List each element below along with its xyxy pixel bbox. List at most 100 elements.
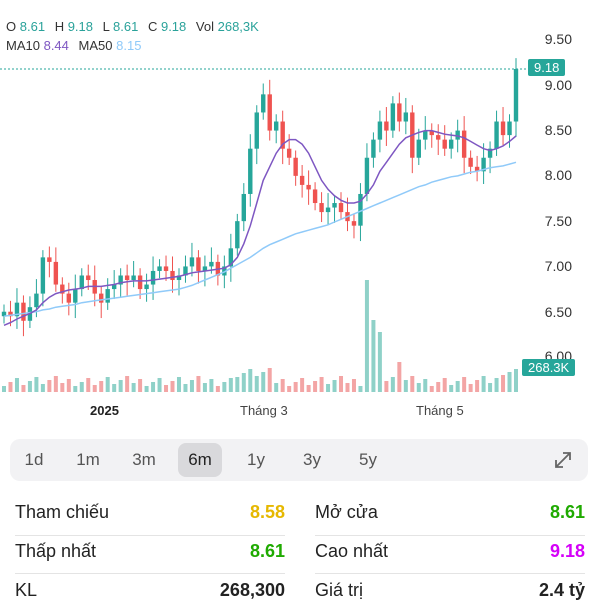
candle-body [474,166,480,172]
candle-body [66,293,72,303]
candle-body [254,112,259,149]
candle-body [423,130,428,140]
candle-body [358,193,363,226]
volume-bar [86,378,91,392]
volume-bar [99,381,104,392]
volume-bar [53,376,58,392]
volume-bar [351,379,356,392]
candle-body [118,275,123,285]
volume-bar [14,378,19,392]
volume-bar [60,383,65,392]
range-1m-button[interactable]: 1m [76,450,100,469]
volume-bar [436,382,441,392]
range-3m-button[interactable]: 3m [132,450,156,469]
volume-bar [164,385,169,392]
candle-body [351,221,357,226]
y-tick-label: 7.50 [544,213,572,229]
volume-bar [280,379,285,392]
y-tick-label: 8.00 [544,167,572,183]
volume-bar [157,378,162,392]
candle-body [338,203,344,213]
candle-body [189,257,195,267]
volume-bar [125,376,130,392]
volume-bar [410,376,415,392]
volume-bar [274,383,279,392]
candle-body [241,193,246,222]
ohlc-readout: O 8.61 H 9.18 L 8.61 C 9.18 Vol 268,3K [6,19,259,34]
divider [315,573,585,574]
volume-bar [287,386,292,392]
volume-bar [189,380,194,392]
volume-bar [40,384,45,392]
volume-bar [514,369,518,392]
volume-bar [2,386,6,392]
ma10-line [3,129,517,326]
stat-open: Mở cửa 8.61 [315,502,585,522]
candle-body [299,175,305,185]
volume-bar [364,280,369,392]
candle-body [280,121,285,149]
volume-bar [267,368,272,392]
volume-bar [475,380,480,392]
candle-body [137,275,143,290]
volume-bar [34,377,39,392]
candle-body [403,112,409,122]
range-selector: 1d 1m 3m 6m 1y 3y 5y [10,439,588,481]
candle-body [481,157,486,172]
candle-body [47,257,52,262]
volume-bar [377,332,382,392]
range-3y-button[interactable]: 3y [303,450,321,469]
candle-body [235,221,240,249]
expand-icon[interactable] [552,449,574,471]
candle-body [14,302,20,317]
stat-reference: Tham chiếu 8.58 [15,502,285,522]
volume-bar [21,385,26,392]
volume-bar [293,382,298,392]
candle-body [131,275,136,281]
price-chart[interactable] [0,0,600,400]
ma50-line [3,161,517,317]
volume-bar [254,376,259,392]
range-5y-button[interactable]: 5y [359,450,377,469]
stat-high: Cao nhất 9.18 [315,541,585,561]
range-6m-button[interactable]: 6m [178,443,222,477]
volume-bar [183,384,188,392]
volume-bar [455,381,460,392]
volume-value: 268,3K [217,19,259,34]
volume-bar [66,379,71,392]
volume-bar [345,383,350,392]
volume-bar [300,378,305,392]
candle-body [111,284,117,290]
range-1d-button[interactable]: 1d [24,450,44,469]
candle-body [222,266,227,276]
stat-value: Giá trị 2.4 tỷ [315,580,585,600]
candle-body [40,257,46,294]
candle-body [494,121,499,149]
candle-body [248,148,253,194]
volume-bar [8,382,13,392]
volume-bar [176,377,181,392]
x-tick-label: 2025 [90,403,119,418]
volume-bar [248,369,253,392]
volume-bar [222,382,227,392]
volume-bar [416,383,421,392]
volume-bar [390,377,395,392]
volume-bar [326,384,331,392]
candle-body [196,257,201,271]
range-1y-button[interactable]: 1y [247,450,265,469]
low-value: 8.61 [113,19,139,34]
candle-body [332,203,337,208]
candle-body [286,148,292,158]
volume-bar [462,377,467,392]
stat-volume: KL 268,300 [15,580,285,600]
volume-bar [27,381,32,392]
volume-bar [138,379,143,392]
candle-body [73,289,78,303]
candle-body [79,275,84,290]
candle-body [60,284,65,294]
y-tick-label: 7.00 [544,258,572,274]
volume-bar [332,380,337,392]
volume-bar [494,378,499,392]
candle-body [124,275,130,281]
open-value: 8.61 [19,19,46,34]
